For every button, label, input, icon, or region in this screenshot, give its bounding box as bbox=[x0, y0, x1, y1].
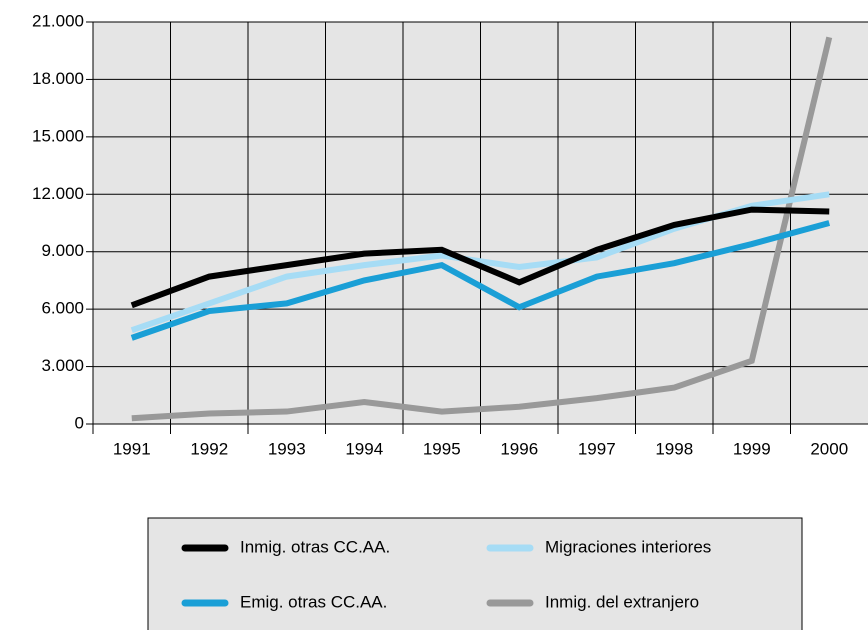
x-tick-label: 1996 bbox=[500, 439, 538, 458]
x-tick-label: 2000 bbox=[810, 439, 848, 458]
x-tick-label: 1993 bbox=[268, 439, 306, 458]
y-tick-label: 12.000 bbox=[32, 184, 84, 203]
line-series bbox=[130, 206, 830, 309]
x-tick-label: 1991 bbox=[113, 439, 151, 458]
legend-label: Migraciones interiores bbox=[545, 537, 711, 556]
x-tick-label: 1997 bbox=[578, 439, 616, 458]
x-tick-label: 1998 bbox=[655, 439, 693, 458]
x-tick-label: 1999 bbox=[733, 439, 771, 458]
x-tick-label: 1995 bbox=[423, 439, 461, 458]
line-series bbox=[130, 220, 831, 341]
y-tick-label: 3.000 bbox=[41, 356, 84, 375]
legend-label: Emig. otras CC.AA. bbox=[240, 592, 387, 611]
y-tick-label: 9.000 bbox=[41, 241, 84, 260]
line-series bbox=[131, 36, 833, 422]
y-tick-label: 18.000 bbox=[32, 69, 84, 88]
legend-box bbox=[147, 517, 803, 630]
y-tick-label: 21.000 bbox=[32, 11, 84, 30]
y-tick-label: 0 bbox=[75, 413, 84, 432]
y-tick-label: 6.000 bbox=[41, 299, 84, 318]
x-tick-label: 1992 bbox=[190, 439, 228, 458]
x-tick-label: 1994 bbox=[345, 439, 383, 458]
legend-label: Inmig. del extranjero bbox=[545, 592, 699, 611]
y-tick-label: 15.000 bbox=[32, 126, 84, 145]
legend-label: Inmig. otras CC.AA. bbox=[240, 537, 390, 556]
